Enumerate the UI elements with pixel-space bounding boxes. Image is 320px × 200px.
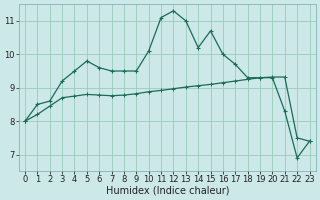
X-axis label: Humidex (Indice chaleur): Humidex (Indice chaleur) — [106, 186, 229, 196]
